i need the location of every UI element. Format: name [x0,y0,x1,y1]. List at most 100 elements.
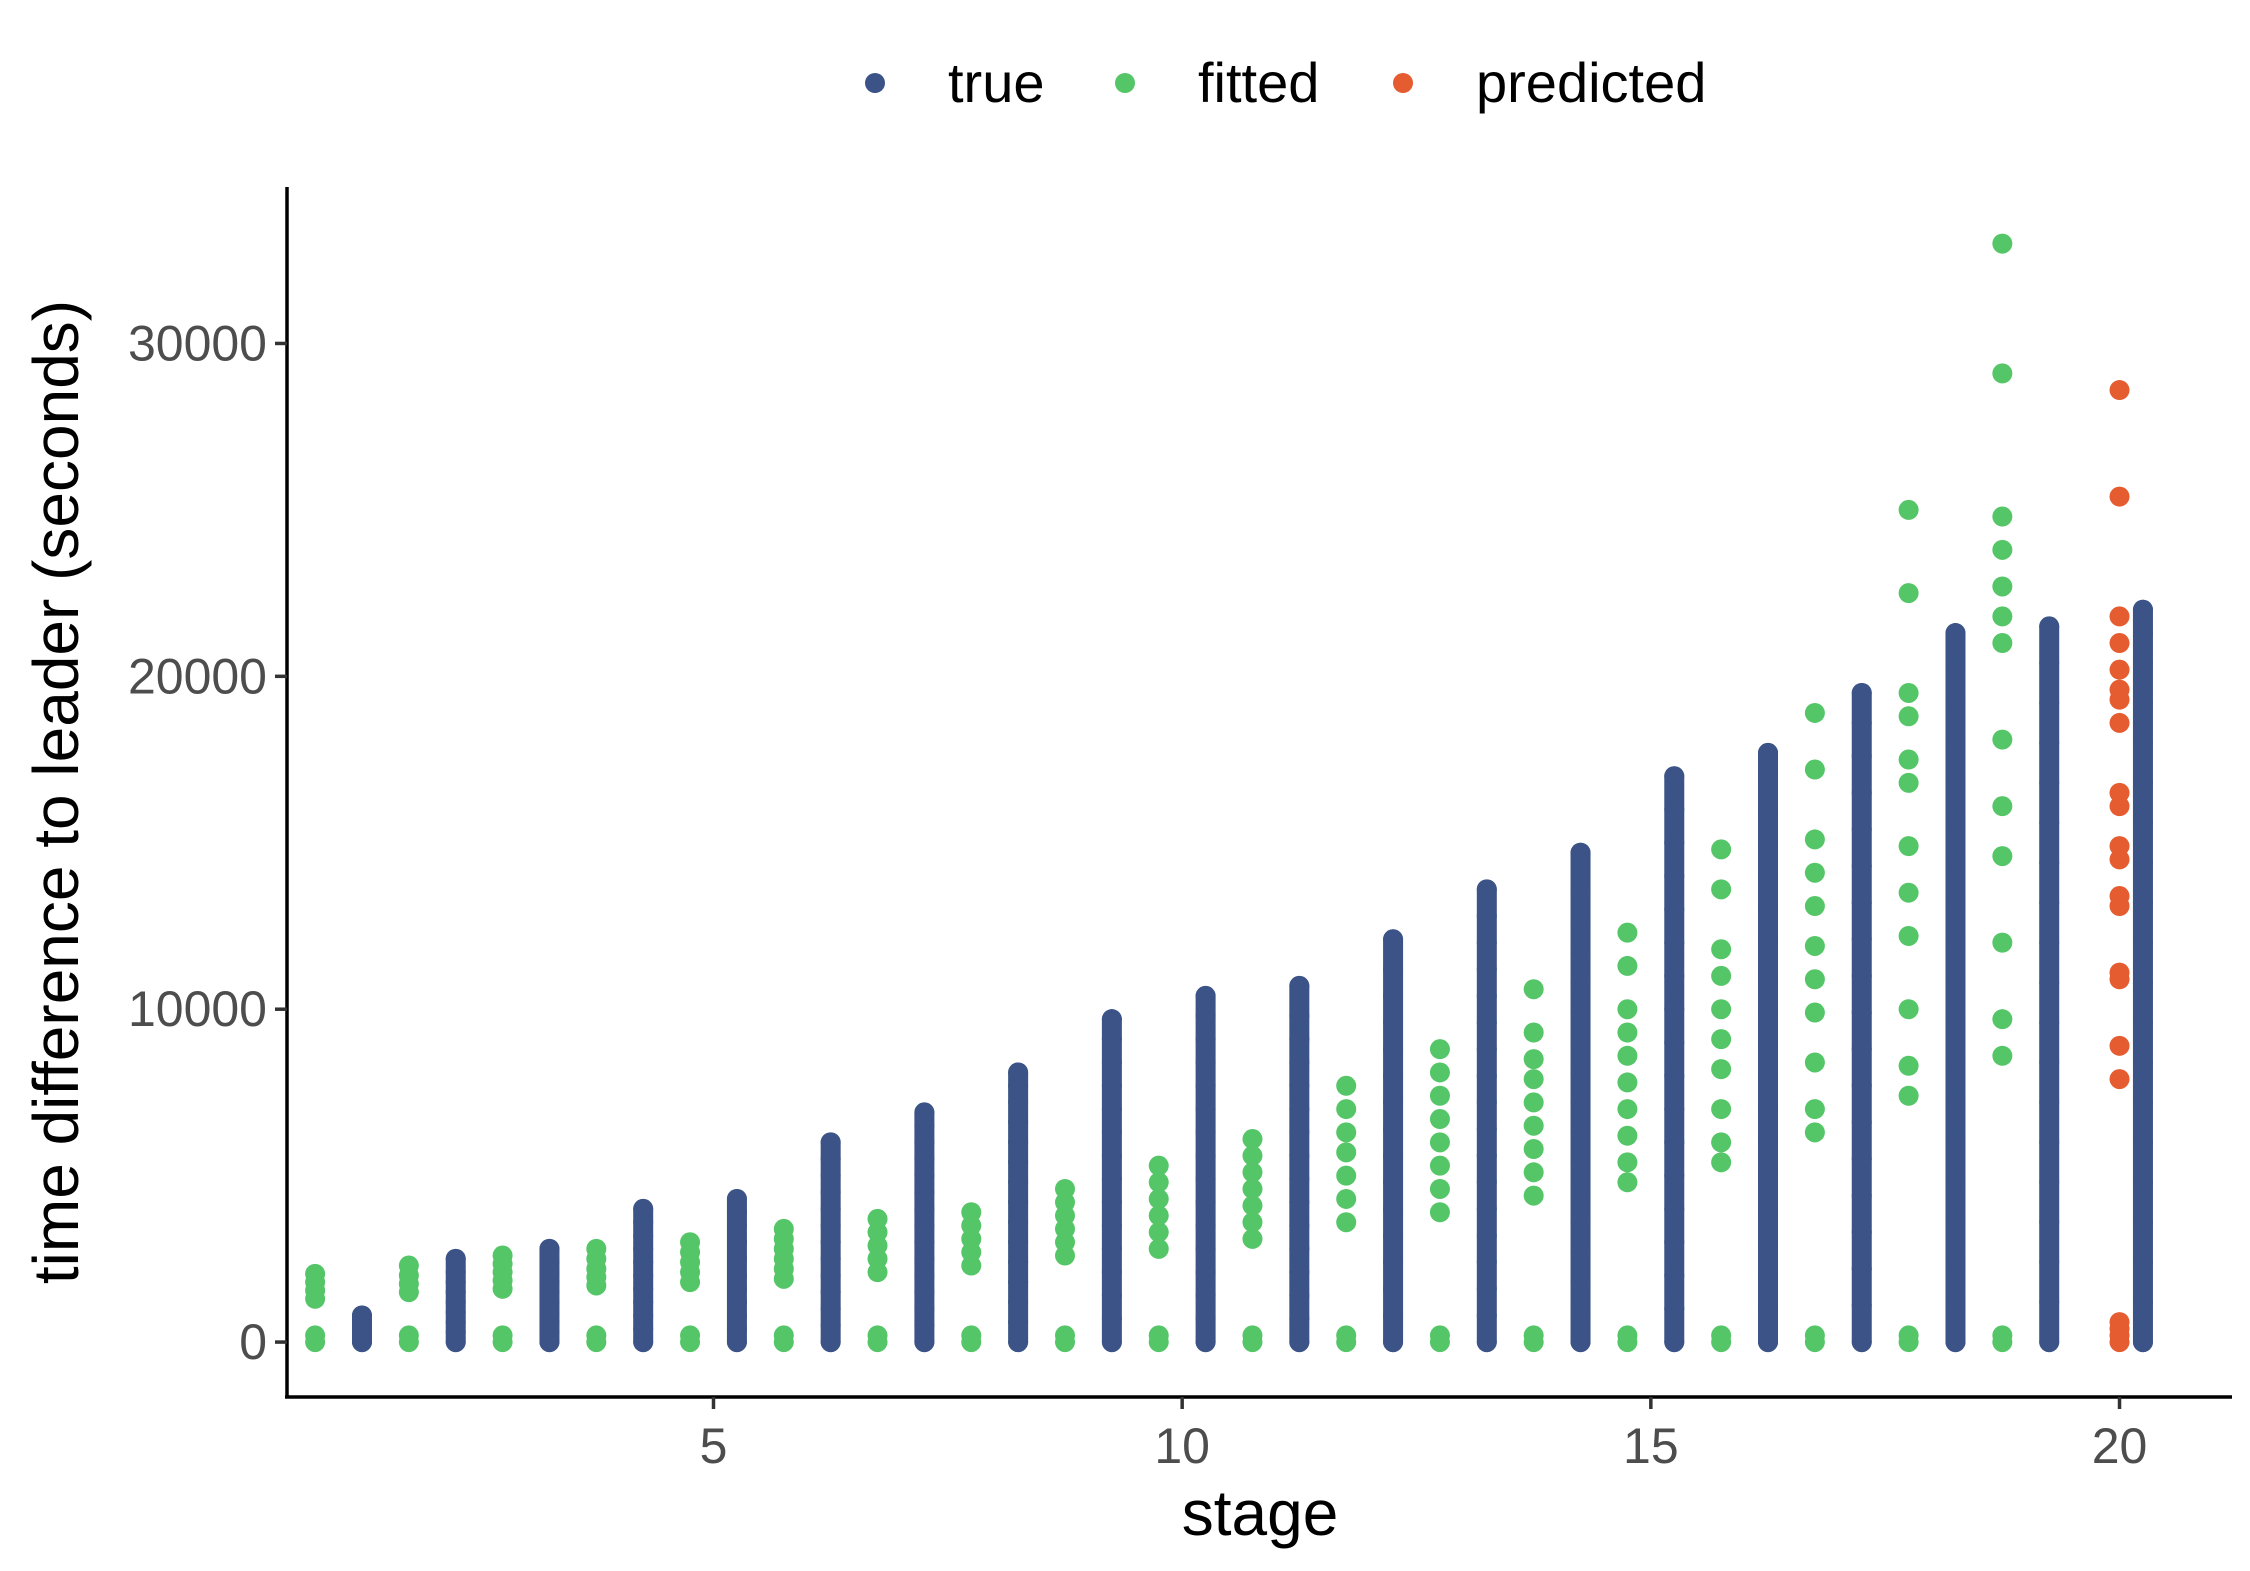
data-points [305,233,2153,1353]
data-point-true [1476,1198,1497,1219]
data-point-fitted [1992,1045,2013,1066]
data-point-true [726,1248,747,1269]
data-point-fitted [1992,506,2013,527]
data-point-true [1476,1225,1497,1246]
x-axis-title: stage [1182,1477,1339,1549]
data-point-true [1664,899,1685,920]
data-point-true [2039,1132,2060,1153]
data-point-true [1289,1099,1310,1120]
data-point-fitted [1898,1055,1919,1076]
data-point-fitted [1523,1325,1544,1346]
data-point-fitted [1804,969,1825,990]
data-point-true [1195,1332,1216,1353]
data-point-true [1289,1192,1310,1213]
data-point-true [820,1148,841,1169]
x-tick-label: 10 [1154,1418,1210,1474]
data-point-true [1664,1232,1685,1253]
data-point-fitted [1804,862,1825,883]
data-point-true [539,1238,560,1259]
data-point-fitted [773,1218,794,1239]
data-point-true [1664,1332,1685,1353]
data-point-true [2039,892,2060,913]
series-predicted [2109,380,2130,1353]
data-point-true [2039,616,2060,637]
data-point-true [2132,599,2153,620]
data-point-fitted [305,1325,326,1346]
data-point-true [820,1332,841,1353]
data-point-fitted [1804,1052,1825,1073]
data-point-true [1945,1052,1966,1073]
data-point-true [2039,932,2060,953]
data-point-fitted [1429,1325,1450,1346]
y-tick-label: 10000 [128,981,267,1037]
data-point-true [1945,623,1966,644]
data-point-fitted [867,1325,888,1346]
data-point-true [2132,1212,2153,1233]
data-point-true [1008,1172,1029,1193]
data-point-true [2132,852,2153,873]
legend-label-true: true [948,51,1045,114]
data-point-true [1570,842,1591,863]
data-point-true [1945,732,1966,753]
data-point-fitted [1242,1129,1263,1150]
data-point-true [1383,1092,1404,1113]
data-point-true [914,1298,935,1319]
data-point-true [1195,1238,1216,1259]
data-point-fitted [1711,1029,1732,1050]
data-point-true [2132,1092,2153,1113]
x-tick-label: 15 [1623,1418,1679,1474]
data-point-true [1289,1332,1310,1353]
data-point-true [914,1182,935,1203]
data-point-fitted [1148,1205,1169,1226]
data-point-true [2132,772,2153,793]
data-point-true [1945,772,1966,793]
data-point-true [1289,1308,1310,1329]
data-point-true [1008,1112,1029,1133]
data-point-true [726,1265,747,1286]
data-point-true [1945,1332,1966,1353]
data-point-fitted [1804,702,1825,723]
data-point-true [1851,1075,1872,1096]
data-point-fitted [1898,836,1919,857]
data-point-true [2132,972,2153,993]
data-point-true [445,1248,466,1269]
data-point-true [1476,1278,1497,1299]
data-point-fitted [1429,1132,1450,1153]
data-point-fitted [1804,759,1825,780]
data-point-true [1195,1029,1216,1050]
data-point-true [1476,1039,1497,1060]
data-point-true [1476,1332,1497,1353]
data-point-fitted [1617,1152,1638,1173]
data-point-true [1289,1285,1310,1306]
data-point-predicted [2109,633,2130,654]
data-point-true [1289,1075,1310,1096]
data-point-true [2132,892,2153,913]
data-point-fitted [1336,1188,1357,1209]
data-point-fitted [1336,1325,1357,1346]
data-point-true [1851,1112,1872,1133]
data-point-true [2132,1012,2153,1033]
data-point-true [1101,1332,1122,1353]
data-point-true [1101,1192,1122,1213]
data-point-fitted [1898,583,1919,604]
data-point-true [1008,1272,1029,1293]
data-point-true [1851,965,1872,986]
data-point-true [2039,812,2060,833]
data-point-true [1289,1052,1310,1073]
data-point-fitted [1429,1155,1450,1176]
data-point-true [1289,975,1310,996]
data-point-true [1476,932,1497,953]
data-point-fitted [1992,796,2013,817]
data-point-true [1195,1145,1216,1166]
data-point-fitted [1523,1049,1544,1070]
data-point-true [1476,985,1497,1006]
series-true [351,599,2153,1353]
data-point-true [1851,929,1872,950]
data-point-fitted [1336,1142,1357,1163]
data-point-true [914,1102,935,1123]
data-point-fitted [680,1325,701,1346]
data-point-true [1570,1272,1591,1293]
data-point-true [1195,1262,1216,1283]
data-point-true [1101,1122,1122,1143]
data-point-true [1664,1165,1685,1186]
